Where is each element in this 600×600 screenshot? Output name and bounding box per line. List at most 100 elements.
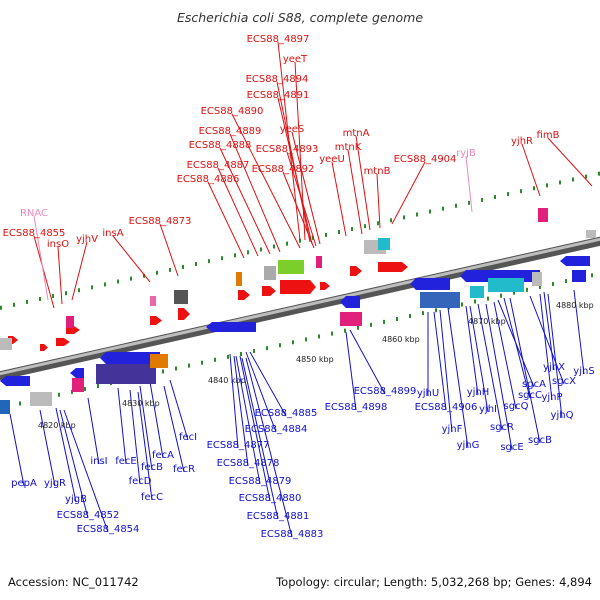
ruler-dot (585, 174, 587, 179)
gene-label: yeeT (283, 54, 308, 65)
leader-line (139, 385, 153, 471)
ruler-dot (208, 259, 210, 264)
leader-line (217, 167, 259, 257)
leader-line (355, 135, 371, 231)
map-title: Escherichia coli S88, complete genome (177, 10, 423, 25)
gene-label: yjhG (457, 440, 480, 451)
gene-arrow (350, 266, 362, 276)
leader-line (235, 355, 261, 485)
ruler-dot (461, 302, 463, 307)
ruler-dot (188, 363, 190, 368)
ruler-dot (240, 351, 242, 356)
gene-label: ECS88_4880 (239, 493, 302, 504)
gene-label: ECS88_4884 (245, 424, 308, 435)
ruler-dot (39, 297, 41, 302)
ruler-dot (338, 229, 340, 234)
gene-block (278, 260, 304, 274)
gene-label: yjhR (511, 136, 533, 147)
genome-backbone (0, 236, 600, 381)
gene-label: yjhF (442, 424, 463, 435)
ruler-dot (260, 247, 262, 252)
ruler-dot (52, 294, 54, 299)
ruler-dot (19, 401, 21, 406)
ruler-dot (162, 369, 164, 374)
ruler-dots (0, 171, 600, 409)
gene-block (586, 230, 596, 238)
scale-ticks: 4820 kbp 4830 kbp 4840 kbp 4850 kbp 4860 kbp… (38, 301, 594, 430)
gene-arrow (56, 338, 70, 346)
ruler-dot (357, 325, 359, 330)
gene-block (488, 278, 524, 292)
gene-block (96, 364, 156, 384)
ruler-dot (117, 279, 119, 284)
gene-label: sgcE (500, 442, 523, 453)
ruler-dot (416, 212, 418, 217)
ruler-dot (273, 244, 275, 249)
leader-line (219, 147, 271, 255)
leader-line (347, 149, 363, 235)
leader-line (129, 389, 141, 485)
ruler-dot (520, 189, 522, 194)
leader-line (239, 355, 271, 502)
gene-label: ryjB (456, 148, 476, 159)
ruler-dot (325, 232, 327, 237)
leader-line (249, 351, 287, 417)
ruler-dot (572, 177, 574, 182)
ruler-dot (247, 250, 249, 255)
leader-line (57, 246, 63, 305)
leader-line (391, 161, 426, 225)
ruler-dot (591, 273, 593, 278)
gene-block (72, 378, 84, 392)
leader-line (9, 413, 25, 487)
leader-line (493, 301, 517, 410)
leader-line (465, 155, 473, 213)
gene-label: ECS88_4878 (217, 458, 280, 469)
ruler-dot (266, 346, 268, 351)
gene-label: sgcA (522, 379, 546, 390)
scale-tick-label: 4880 kbp (556, 301, 594, 310)
ruler-dot (65, 291, 67, 296)
ruler-dot (221, 256, 223, 261)
gene-label: ECS88_4892 (252, 164, 315, 175)
leader-line (71, 241, 88, 301)
ruler-dot (559, 180, 561, 185)
gene-block (150, 296, 156, 306)
ruler-dot (214, 357, 216, 362)
gene-arrow (40, 344, 48, 351)
gene-block (174, 290, 188, 304)
gene-label: insO (47, 239, 69, 250)
ruler-dot (253, 349, 255, 354)
gene-label: sgcC (518, 390, 542, 401)
gene-block (572, 270, 586, 282)
gene-label: ECS88_4886 (177, 174, 240, 185)
gene-arrow (262, 286, 276, 296)
gene-label: ECS88_4891 (247, 90, 310, 101)
leader-line (137, 391, 153, 501)
gene-label: yjhP (541, 392, 562, 403)
gene-block (538, 208, 548, 222)
gene-label: ECS88_4906 (415, 402, 478, 413)
gene-label: yeeS (280, 124, 305, 135)
leader-line (349, 329, 386, 395)
gene-block (340, 312, 362, 326)
gene-label: fecC (141, 492, 163, 503)
ruler-dot (175, 366, 177, 371)
gene-label: ECS88_4885 (255, 408, 318, 419)
leader-line (149, 381, 164, 459)
ruler-dot (565, 279, 567, 284)
gene-arrow (150, 316, 162, 325)
ruler-dot (104, 282, 106, 287)
gene-label: fecA (152, 450, 174, 461)
gene-label: fecB (141, 462, 163, 473)
gene-arrow (280, 280, 316, 294)
ruler-dot (58, 392, 60, 397)
gene-label: fecI (179, 432, 197, 443)
gene-label: insI (90, 456, 107, 467)
ruler-dot (435, 308, 437, 313)
ruler-dot (318, 334, 320, 339)
leader-line (63, 409, 109, 533)
gene-label: ECS88_4888 (189, 140, 252, 151)
leader-line (331, 161, 347, 237)
ruler-dot (344, 328, 346, 333)
leader-line (547, 137, 593, 187)
